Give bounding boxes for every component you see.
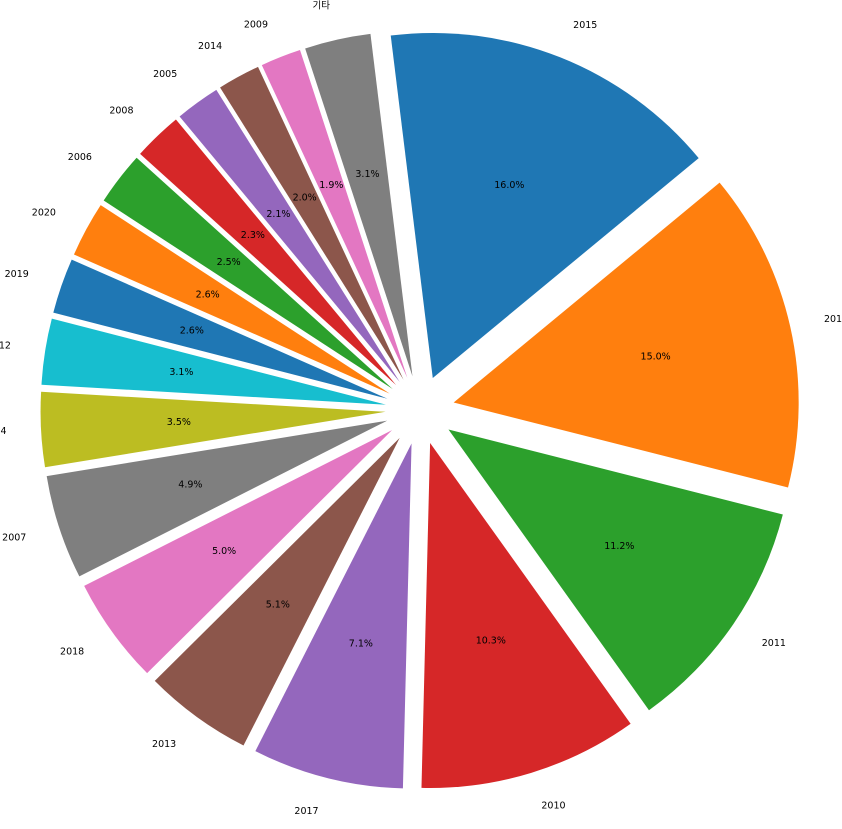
category-label: 2017 bbox=[294, 806, 318, 817]
percent-label: 2.0% bbox=[293, 192, 317, 203]
pie-slice-2014 bbox=[220, 66, 404, 380]
pie-slices bbox=[40, 32, 799, 789]
pie-slice-2012 bbox=[41, 318, 386, 405]
category-label: 2018 bbox=[60, 647, 84, 658]
pie-slice-2020 bbox=[73, 205, 390, 394]
category-label: 2019 bbox=[5, 269, 29, 280]
category-label: 2013 bbox=[152, 739, 176, 750]
percent-label: 3.1% bbox=[355, 169, 379, 180]
category-label: 2011 bbox=[762, 638, 786, 649]
percent-label: 2.1% bbox=[266, 209, 290, 220]
percent-label: 10.3% bbox=[476, 635, 506, 646]
percent-label: 2.6% bbox=[196, 289, 220, 300]
category-label: 2009 bbox=[244, 19, 268, 30]
category-label: 2014 bbox=[198, 41, 222, 52]
percent-label: 1.9% bbox=[319, 180, 343, 191]
category-label: 2004 bbox=[0, 426, 7, 437]
percent-label: 3.5% bbox=[167, 417, 191, 428]
pie-slice-2011 bbox=[448, 429, 783, 711]
category-label: 2007 bbox=[2, 533, 26, 544]
category-label: 기타 bbox=[312, 0, 330, 11]
percent-label: 15.0% bbox=[641, 352, 671, 363]
percent-label: 4.9% bbox=[178, 479, 202, 490]
percent-label: 3.1% bbox=[169, 367, 193, 378]
category-label: 2015 bbox=[573, 20, 597, 31]
category-label: 2008 bbox=[109, 106, 133, 117]
percent-label: 16.0% bbox=[494, 180, 524, 191]
pie-slice-2018 bbox=[84, 430, 393, 674]
pie-slice-2004 bbox=[40, 391, 386, 468]
percent-labels: 16.0% 15.0% 11.2% 10.3% 7.1% 5.1% 5.0% 4.9% 3.5%… bbox=[167, 169, 671, 650]
pie-slice-2016 bbox=[453, 182, 799, 488]
percent-label: 2.3% bbox=[241, 230, 265, 241]
percent-label: 5.1% bbox=[266, 600, 290, 611]
percent-label: 2.6% bbox=[180, 325, 204, 336]
pie-slice-2015 bbox=[390, 32, 699, 378]
pie-slice-2007 bbox=[46, 420, 388, 577]
category-label: 2010 bbox=[541, 800, 565, 811]
pie-slice-2009 bbox=[261, 50, 408, 378]
pie-slice-2008 bbox=[140, 119, 397, 386]
category-label: 2016 bbox=[824, 314, 842, 325]
pie-slice-2006 bbox=[103, 157, 393, 389]
pie-slice-기타 bbox=[305, 33, 413, 377]
pie-slice-2019 bbox=[53, 259, 388, 399]
category-label: 2005 bbox=[153, 69, 177, 80]
percent-label: 2.5% bbox=[217, 257, 241, 268]
category-label: 2006 bbox=[68, 152, 92, 163]
pie-slice-2013 bbox=[154, 437, 400, 746]
percent-label: 11.2% bbox=[604, 541, 634, 552]
percent-label: 5.0% bbox=[212, 546, 236, 557]
pie-slice-2010 bbox=[421, 442, 631, 788]
pie-slice-2017 bbox=[255, 443, 412, 789]
pie-slice-2005 bbox=[179, 89, 400, 383]
category-label: 2020 bbox=[32, 207, 56, 218]
percent-label: 7.1% bbox=[349, 639, 373, 650]
